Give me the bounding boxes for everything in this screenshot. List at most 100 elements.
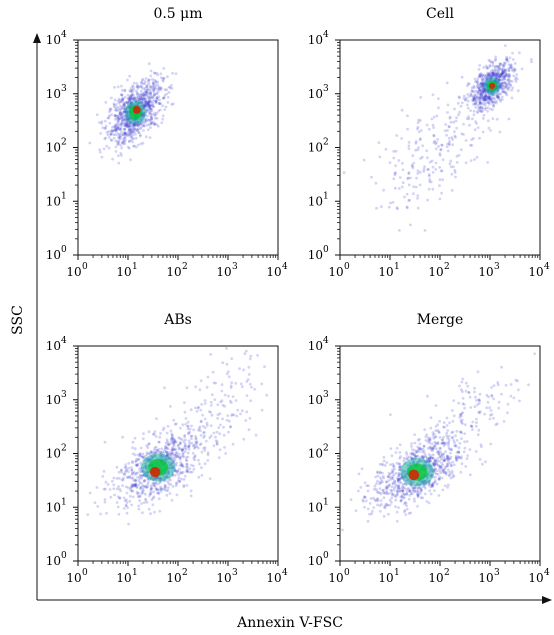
scatter-point: [415, 176, 418, 180]
scatter-point: [449, 120, 453, 124]
scatter-point: [395, 134, 399, 137]
scatter-point: [505, 74, 509, 78]
scatter-point: [148, 136, 152, 140]
scatter-point: [394, 498, 398, 502]
scatter-point: [147, 105, 151, 108]
scatter-point: [141, 100, 144, 104]
scatter-point: [238, 367, 241, 370]
scatter-point: [184, 417, 188, 420]
scatter-point: [389, 413, 392, 417]
scatter-point: [148, 89, 152, 93]
scatter-point: [130, 129, 134, 133]
scatter-point: [418, 183, 422, 187]
scatter-point: [116, 140, 119, 144]
scatter-point: [416, 504, 419, 508]
scatter-point: [147, 101, 150, 104]
scatter-point: [498, 98, 502, 101]
scatter-point: [491, 72, 495, 76]
scatter-point: [129, 94, 133, 98]
scatter-point: [144, 88, 148, 92]
scatter-point: [165, 92, 169, 96]
scatter-point: [146, 102, 150, 105]
scatter-point: [440, 441, 444, 445]
scatter-point: [114, 114, 117, 117]
scatter-point: [131, 133, 135, 137]
scatter-point: [161, 117, 165, 121]
scatter-point: [489, 60, 493, 64]
scatter-point: [484, 93, 488, 97]
scatter-point: [479, 443, 483, 447]
scatter-point: [505, 57, 509, 61]
scatter-point: [192, 428, 196, 432]
scatter-point: [234, 382, 238, 385]
scatter-point: [144, 90, 148, 94]
scatter-point: [147, 100, 151, 104]
scatter-point: [209, 424, 213, 427]
scatter-point: [363, 481, 367, 484]
y-tick-label: 10: [46, 87, 61, 101]
scatter-point: [481, 93, 485, 97]
scatter-point: [131, 97, 135, 101]
scatter-point: [169, 439, 173, 442]
scatter-point: [186, 451, 190, 455]
scatter-point: [148, 111, 152, 114]
scatter-point: [372, 506, 376, 509]
scatter-point: [127, 461, 131, 465]
scatter-point: [396, 479, 400, 483]
scatter-point: [446, 129, 449, 132]
scatter-point: [126, 475, 130, 479]
scatter-point: [502, 71, 505, 75]
scatter-point: [485, 75, 489, 79]
scatter-point: [141, 94, 144, 98]
scatter-point: [137, 478, 141, 482]
scatter-point: [132, 144, 136, 148]
scatter-point: [220, 389, 224, 393]
scatter-point: [490, 100, 494, 104]
scatter-point: [165, 438, 169, 441]
scatter-point: [487, 126, 491, 130]
scatter-point: [181, 449, 185, 452]
scatter-point: [470, 138, 474, 142]
scatter-point: [109, 107, 113, 111]
scatter-point: [140, 81, 143, 85]
scatter-point: [469, 406, 473, 409]
scatter-point: [147, 98, 151, 102]
scatter-point: [128, 499, 132, 503]
scatter-point: [441, 488, 445, 492]
scatter-point: [130, 135, 133, 139]
scatter-point: [179, 455, 183, 458]
scatter-point: [449, 476, 453, 480]
scatter-point: [482, 97, 485, 100]
scatter-point: [438, 166, 442, 169]
scatter-point: [224, 452, 228, 455]
scatter-point: [140, 79, 144, 82]
scatter-point: [144, 117, 148, 121]
scatter-point: [130, 136, 134, 140]
scatter-point: [504, 85, 508, 88]
scatter-point: [434, 435, 438, 438]
scatter-point: [503, 86, 507, 90]
scatter-point: [499, 72, 503, 76]
scatter-point: [423, 452, 427, 456]
scatter-point: [431, 484, 434, 487]
scatter-point: [500, 95, 504, 99]
scatter-point: [88, 141, 92, 145]
scatter-point: [482, 88, 485, 92]
scatter-point: [142, 121, 145, 125]
scatter-point: [484, 75, 488, 79]
scatter-point: [426, 394, 429, 398]
scatter-point: [491, 108, 494, 112]
scatter-point: [505, 58, 508, 62]
scatter-point: [167, 91, 171, 94]
panel-title: Cell: [426, 6, 454, 22]
scatter-point: [115, 477, 119, 480]
scatter-point: [154, 79, 158, 83]
scatter-point: [157, 491, 161, 495]
scatter-point: [464, 98, 468, 102]
scatter-point: [110, 138, 113, 142]
scatter-point: [462, 94, 466, 98]
scatter-point: [466, 84, 469, 88]
scatter-point: [166, 424, 170, 428]
scatter-point: [500, 392, 503, 396]
scatter-point: [414, 141, 418, 145]
